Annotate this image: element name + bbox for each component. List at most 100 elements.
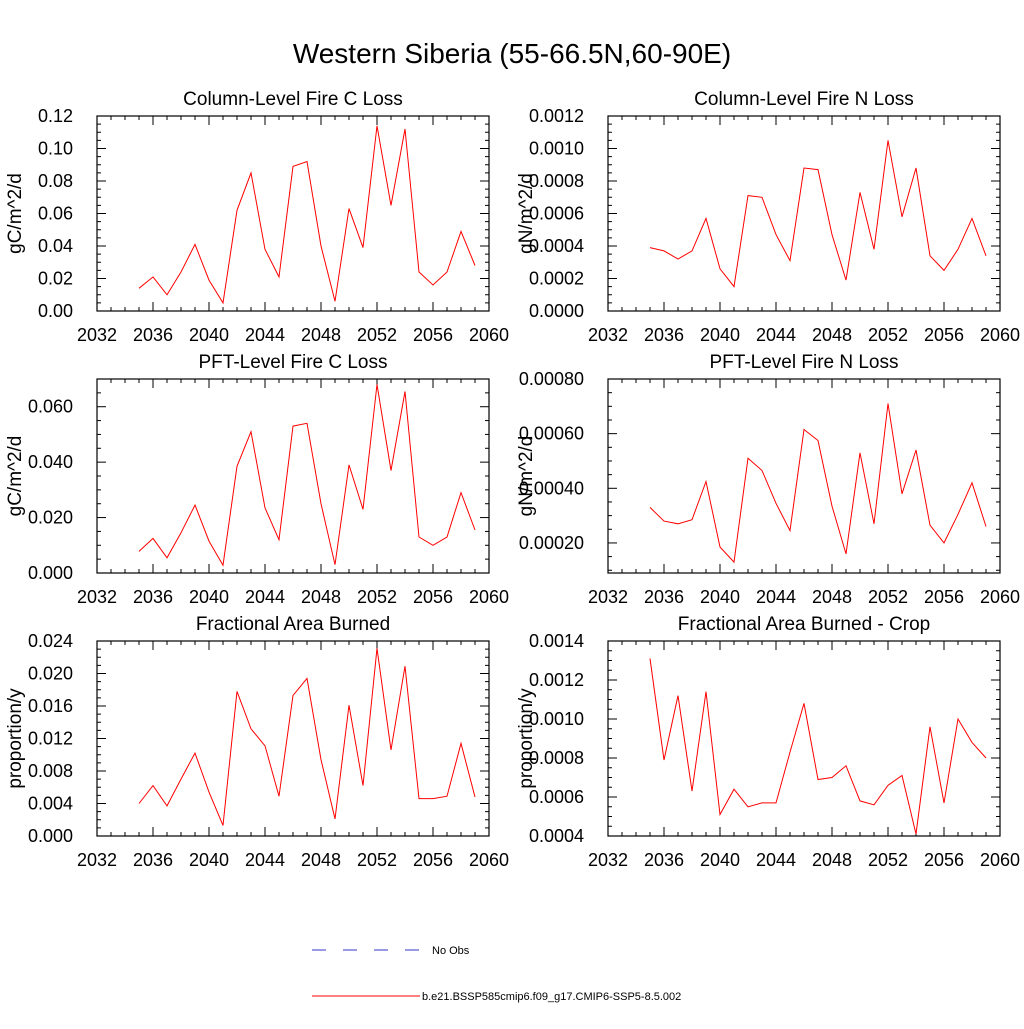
y-axis-label: gN/m^2/d [516, 436, 537, 517]
x-tick-label: 2052 [357, 325, 397, 345]
x-tick-label: 2056 [413, 850, 453, 870]
x-tick-label: 2040 [189, 850, 229, 870]
x-tick-label: 2044 [245, 850, 285, 870]
x-tick-label: 2060 [980, 850, 1020, 870]
x-tick-label: 2040 [700, 325, 740, 345]
chart-panel-6: Fractional Area Burned - Crop proportion/… [516, 614, 1020, 870]
y-tick-label: 0.0004 [529, 826, 584, 846]
x-tick-label: 2056 [924, 325, 964, 345]
y-tick-label: 0.0008 [529, 171, 584, 191]
y-tick-label: 0.00040 [519, 478, 584, 498]
y-tick-label: 0.060 [28, 397, 73, 417]
plot-frame [607, 115, 1001, 312]
plot-frame [96, 640, 490, 837]
x-tick-label: 2060 [469, 850, 509, 870]
x-tick-label: 2052 [357, 587, 397, 607]
y-tick-label: 0.00080 [519, 369, 584, 389]
x-tick-label: 2040 [189, 587, 229, 607]
y-tick-label: 0.012 [28, 729, 73, 749]
chart-panel-2: Column-Level Fire N Loss gN/m^2/d 2032 2036… [516, 89, 1020, 345]
y-tick-label: 0.0004 [529, 236, 584, 256]
chart-panel-4: PFT-Level Fire N Loss gN/m^2/d 2032 2036 204… [516, 352, 1020, 607]
panel-title: PFT-Level Fire N Loss [710, 352, 899, 373]
x-tick-label: 2036 [644, 325, 684, 345]
y-tick-label: 0.004 [28, 794, 73, 814]
x-tick-label: 2036 [133, 325, 173, 345]
y-axis-label: gN/m^2/d [516, 173, 537, 254]
y-tick-label: 0.0012 [529, 106, 584, 126]
x-tick-label: 2040 [189, 325, 229, 345]
x-tick-label: 2032 [588, 587, 628, 607]
y-tick-label: 0.10 [38, 139, 73, 159]
y-tick-label: 0.0012 [529, 670, 584, 690]
x-tick-label: 2048 [301, 850, 341, 870]
y-tick-label: 0.02 [38, 269, 73, 289]
y-tick-label: 0.040 [28, 452, 73, 472]
series-line [649, 658, 987, 835]
plot-frame [607, 378, 1001, 574]
chart-panel-3: PFT-Level Fire C Loss gC/m^2/d 2032 2036 204… [5, 352, 509, 607]
series-line [138, 384, 476, 567]
x-tick-label: 2036 [133, 850, 173, 870]
legend: No Obs b.e21.BSSP585cmip6.f09_g17.CMIP6-S… [312, 945, 681, 1003]
legend-model-label: b.e21.BSSP585cmip6.f09_g17.CMIP6-SSP5-8.… [422, 991, 681, 1003]
x-tick-label: 2060 [980, 587, 1020, 607]
y-tick-label: 0.000 [28, 826, 73, 846]
x-tick-label: 2052 [357, 850, 397, 870]
y-tick-label: 0.0002 [529, 269, 584, 289]
x-tick-label: 2036 [133, 587, 173, 607]
y-axis-label: proportion/y [516, 688, 537, 789]
panel-title: Column-Level Fire N Loss [694, 89, 914, 110]
y-tick-label: 0.08 [38, 171, 73, 191]
x-tick-label: 2044 [245, 587, 285, 607]
panel-title: Fractional Area Burned [196, 614, 390, 635]
y-tick-label: 0.020 [28, 664, 73, 684]
x-tick-label: 2036 [644, 850, 684, 870]
y-tick-label: 0.00020 [519, 533, 584, 553]
series-line [138, 125, 476, 305]
x-tick-label: 2036 [644, 587, 684, 607]
x-tick-label: 2060 [469, 587, 509, 607]
x-tick-label: 2060 [980, 325, 1020, 345]
series-line [649, 403, 987, 564]
y-tick-label: 0.000 [28, 563, 73, 583]
x-tick-label: 2056 [924, 587, 964, 607]
x-tick-label: 2032 [588, 325, 628, 345]
y-tick-label: 0.06 [38, 204, 73, 224]
x-tick-label: 2032 [588, 850, 628, 870]
x-tick-label: 2060 [469, 325, 509, 345]
x-tick-label: 2056 [413, 587, 453, 607]
y-tick-label: 0.04 [38, 236, 73, 256]
y-tick-label: 0.0006 [529, 787, 584, 807]
x-tick-label: 2032 [77, 325, 117, 345]
x-tick-label: 2048 [812, 587, 852, 607]
y-tick-label: 0.0006 [529, 204, 584, 224]
x-tick-label: 2040 [700, 587, 740, 607]
legend-obs-label: No Obs [432, 945, 470, 957]
x-tick-label: 2052 [868, 850, 908, 870]
y-tick-label: 0.00060 [519, 424, 584, 444]
panel-title: PFT-Level Fire C Loss [199, 352, 388, 373]
x-tick-label: 2052 [868, 325, 908, 345]
x-tick-label: 2044 [245, 325, 285, 345]
chart-panel-1: Column-Level Fire C Loss gC/m^2/d 2032 2036… [5, 89, 509, 345]
x-tick-label: 2052 [868, 587, 908, 607]
x-tick-label: 2044 [756, 587, 796, 607]
x-tick-label: 2048 [301, 587, 341, 607]
x-tick-label: 2056 [413, 325, 453, 345]
x-tick-label: 2048 [812, 850, 852, 870]
x-tick-label: 2048 [301, 325, 341, 345]
chart-panel-5: Fractional Area Burned proportion/y 2032 20… [5, 614, 509, 870]
plot-frame [607, 640, 1001, 837]
x-tick-label: 2040 [700, 850, 740, 870]
y-tick-label: 0.024 [28, 631, 73, 651]
x-tick-label: 2056 [924, 850, 964, 870]
series-line [138, 648, 476, 826]
y-tick-label: 0.0010 [529, 709, 584, 729]
y-tick-label: 0.12 [38, 106, 73, 126]
x-tick-label: 2044 [756, 850, 796, 870]
x-tick-label: 2032 [77, 587, 117, 607]
y-tick-label: 0.016 [28, 696, 73, 716]
y-axis-label: gC/m^2/d [5, 173, 26, 254]
